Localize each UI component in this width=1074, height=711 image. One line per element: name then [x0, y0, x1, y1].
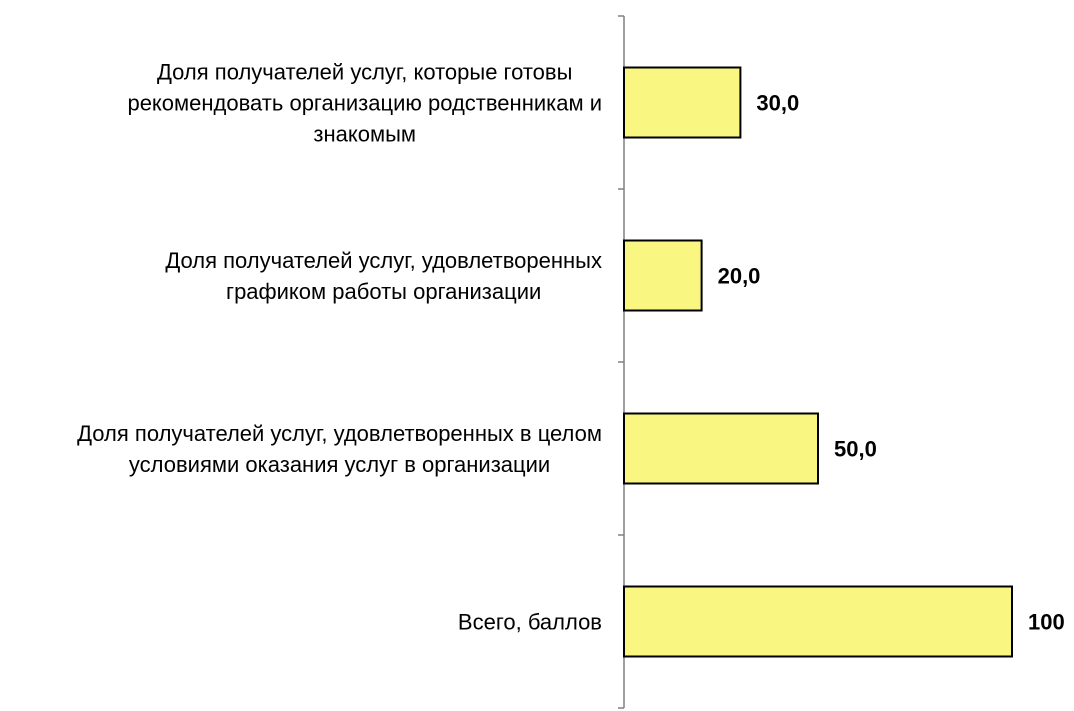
bar-value-label: 30,0: [756, 91, 799, 116]
bar-value-label: 100: [1028, 610, 1065, 635]
bar-value-label: 20,0: [718, 264, 761, 289]
category-label: Доля получателей услуг, удовлетворенных г…: [165, 248, 602, 304]
axis-ticks: [618, 15, 624, 709]
category-label: Доля получателей услуг, удовлетворенных …: [77, 421, 602, 477]
category-label: Всего, баллов: [458, 610, 602, 635]
data-labels: 30,0 20,0 50,0 100: [718, 91, 1065, 635]
bar: [623, 239, 703, 312]
category-labels: Доля получателей услуг, которые готовы ре…: [77, 60, 602, 635]
bar: [623, 412, 819, 485]
bars: [623, 66, 1013, 658]
bar: [623, 66, 742, 139]
bar-value-label: 50,0: [834, 437, 877, 462]
bar: [623, 585, 1013, 658]
category-label: Доля получателей услуг, которые готовы ре…: [127, 60, 602, 147]
